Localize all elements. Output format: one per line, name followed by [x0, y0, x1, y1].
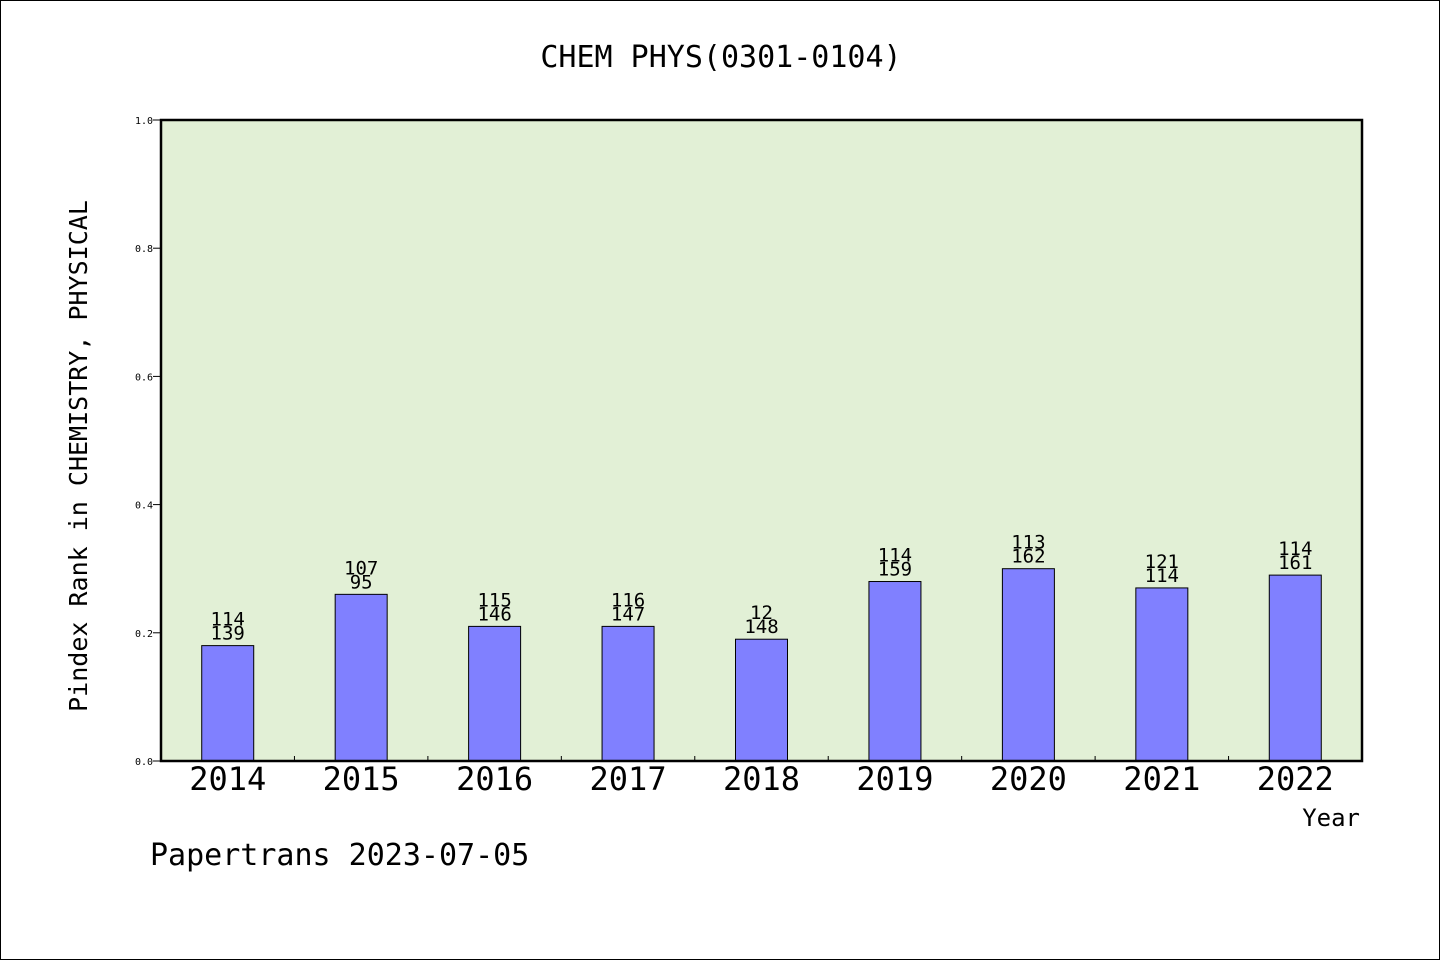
x-tick-label: 2014 — [189, 760, 266, 798]
data-label-top: 114 — [211, 609, 245, 631]
y-axis-label: Pindex Rank in CHEMISTRY, PHYSICAL — [64, 200, 93, 712]
data-label-bottom: 148 — [744, 616, 778, 638]
data-label-top: 12 — [750, 602, 773, 624]
x-tick-label: 2015 — [323, 760, 400, 798]
x-tick-label: 2019 — [856, 760, 933, 798]
x-tick-label: 2018 — [723, 760, 800, 798]
bar-2016 — [468, 625, 522, 762]
bar-2021 — [1135, 587, 1189, 762]
bar-2017 — [601, 625, 655, 762]
data-label-bottom: 146 — [477, 603, 511, 625]
bar-2015 — [334, 593, 388, 762]
x-tick-label: 2021 — [1123, 760, 1200, 798]
data-label-top: 113 — [1011, 532, 1045, 554]
x-axis-label: Year — [1302, 804, 1360, 832]
x-tick-label: 2020 — [990, 760, 1067, 798]
y-axis-ticks: 0.0 0.2 0.4 0.6 0.8 1.0 — [135, 116, 161, 768]
data-label-top: 115 — [477, 589, 511, 611]
x-axis-ticks: 2014 2015 2016 2017 2018 2019 2020 2021 2022 — [189, 756, 1334, 798]
y-tick-label: 1.0 — [135, 116, 153, 127]
data-label-top: 121 — [1145, 551, 1179, 573]
data-label-top: 116 — [611, 589, 645, 611]
bar-2022 — [1268, 574, 1322, 762]
plot-border — [159, 118, 1364, 763]
bar-2014 — [201, 645, 255, 762]
data-label-top: 114 — [878, 545, 912, 567]
data-label-bottom: 139 — [211, 623, 245, 645]
x-tick-label: 2016 — [456, 760, 533, 798]
x-tick-label: 2022 — [1257, 760, 1334, 798]
y-tick-label: 0.2 — [135, 629, 153, 640]
footer-text: Papertrans 2023-07-05 — [150, 838, 529, 873]
data-label-top: 107 — [344, 557, 378, 579]
chart-title: CHEM PHYS(0301-0104) — [540, 40, 901, 75]
data-label-bottom: 114 — [1145, 565, 1179, 587]
y-tick-label: 0.8 — [135, 244, 153, 255]
data-label-bottom: 161 — [1278, 552, 1312, 574]
y-tick-label: 0.6 — [135, 372, 153, 383]
data-label-bottom: 162 — [1011, 546, 1045, 568]
y-tick-label: 0.4 — [135, 501, 153, 512]
bar-2018 — [735, 638, 788, 762]
bar-2020 — [1001, 568, 1055, 762]
bar-2019 — [868, 581, 922, 762]
x-tick-label: 2017 — [590, 760, 667, 798]
data-label-bottom: 159 — [878, 559, 912, 581]
data-label-bottom: 147 — [611, 603, 645, 625]
data-label-top: 114 — [1278, 538, 1312, 560]
y-tick-label: 0.0 — [135, 757, 153, 768]
data-label-bottom: 95 — [350, 571, 373, 593]
